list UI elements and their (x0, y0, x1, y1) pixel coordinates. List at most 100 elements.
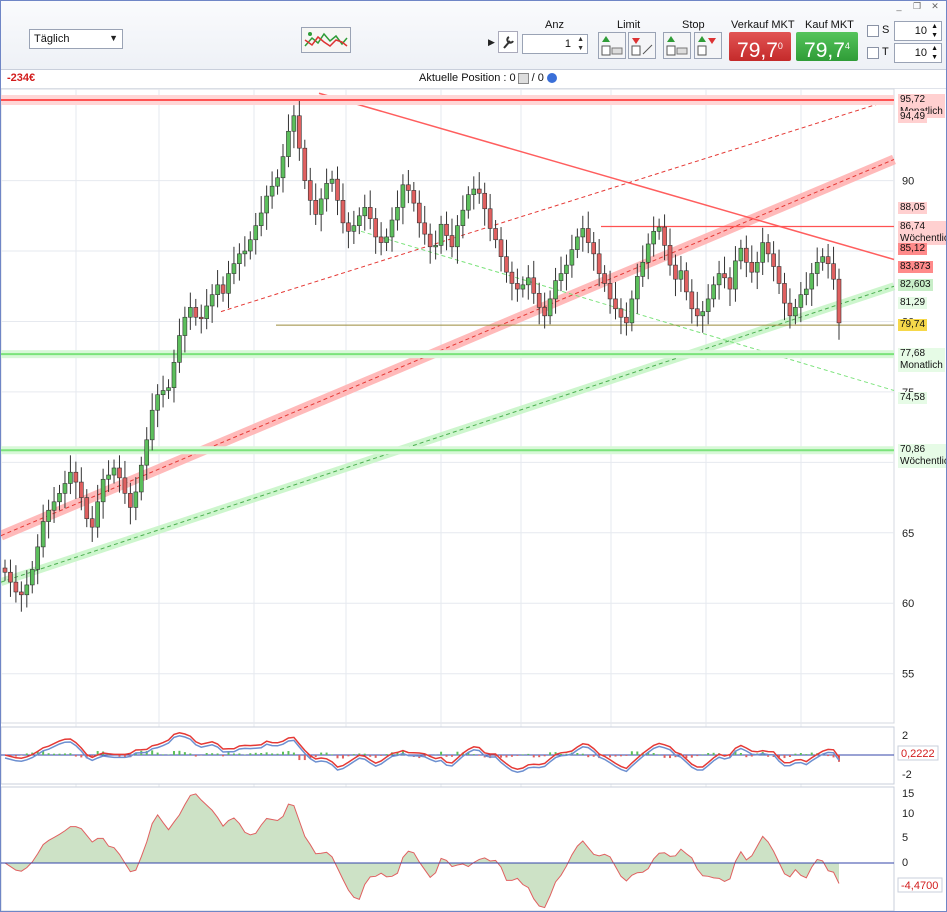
candle-up (111, 467, 117, 476)
spin-arrows-icon[interactable]: ▲ ▼ (931, 23, 938, 39)
channel-line-lower (1, 285, 895, 583)
candle-up (324, 183, 329, 200)
window-controls: _ ❐ ✕ (894, 1, 940, 13)
candle-up (395, 207, 400, 221)
level-tag: 79,74 (898, 319, 928, 332)
wrench-icon (503, 36, 514, 49)
candle-up (57, 493, 62, 503)
channel-line-upper (1, 158, 895, 537)
macd-histogram-bar (331, 754, 334, 755)
candle-up (35, 546, 41, 570)
macd-histogram-bar (282, 751, 284, 755)
candle-down (444, 223, 449, 236)
level-value: 82,603 (900, 278, 931, 290)
candle-down (722, 273, 727, 279)
candle-up (738, 247, 744, 262)
sell-market-button[interactable]: 79,70 (729, 32, 791, 62)
candle-up (575, 236, 580, 250)
macd-histogram-bar (788, 755, 791, 757)
macd-histogram-bar (750, 755, 753, 757)
close-icon[interactable]: ✕ (931, 1, 939, 11)
spin-arrows-icon[interactable]: ▲ ▼ (931, 45, 938, 61)
candle-up (280, 156, 286, 179)
candle-down (493, 228, 498, 241)
macd-histogram-bar (500, 755, 503, 758)
limit-label: Limit (617, 19, 641, 31)
t-value-stepper[interactable]: 10 ▲ ▼ (894, 43, 942, 63)
macd-histogram-bar (347, 755, 350, 757)
spin-arrows-icon[interactable]: ▲ ▼ (577, 36, 584, 52)
settings-button[interactable] (498, 31, 518, 53)
macd-histogram-bar (685, 755, 688, 759)
macd-histogram-bar (47, 753, 50, 755)
macd-histogram-bar (96, 751, 99, 755)
macd-histogram-bar (543, 755, 546, 757)
expand-arrow-icon[interactable]: ▶ (488, 37, 495, 47)
macd-histogram-bar (810, 752, 813, 755)
position-label: Aktuelle Position : 0 (419, 72, 516, 84)
candle-down (662, 226, 667, 246)
quantity-stepper[interactable]: 1 ▲ ▼ (522, 34, 588, 54)
y-tick-label: 60 (902, 598, 914, 610)
macd-histogram-bar (745, 755, 748, 758)
s-label: S (882, 24, 890, 36)
candle-up (362, 207, 368, 217)
candle-down (19, 591, 24, 596)
macd-histogram-bar (527, 753, 530, 755)
candle-down (122, 477, 128, 494)
position-box-icon[interactable] (517, 72, 529, 84)
candle-up (645, 243, 651, 263)
macd-histogram-bar (510, 755, 513, 757)
t-checkbox[interactable] (867, 47, 879, 59)
oscillator-value: -4,4700 (901, 880, 938, 892)
candle-up (384, 236, 389, 243)
oscillator-tick-label: 15 (902, 788, 914, 800)
level-tag: 83,873 (898, 260, 933, 273)
gear-icon[interactable] (546, 73, 557, 84)
oscillator-tick-label: 5 (902, 832, 908, 844)
minimize-icon[interactable]: _ (896, 1, 902, 11)
limit-buy-icon (601, 36, 623, 56)
candle-down (73, 471, 79, 483)
macd-histogram-bar (162, 754, 165, 755)
chart-indicators-button[interactable] (301, 27, 351, 53)
stop-buy-button[interactable] (663, 32, 691, 59)
candle-up (209, 294, 215, 307)
candle-down (613, 298, 618, 310)
candle-down (771, 253, 776, 267)
candle-up (258, 212, 264, 226)
candle-up (253, 225, 259, 241)
timeframe-select[interactable]: Täglich ▼ (29, 29, 123, 49)
candle-up (716, 273, 722, 286)
candle-up (188, 307, 193, 318)
macd-histogram-bar (352, 754, 355, 755)
candle-down (694, 308, 700, 317)
candle-down (307, 180, 313, 201)
s-checkbox[interactable] (867, 25, 879, 37)
macd-histogram-bar (211, 753, 214, 755)
oscillator-tick-label: 0 (902, 857, 908, 869)
limit-sell-icon (631, 38, 653, 56)
s-value-stepper[interactable]: 10 ▲ ▼ (894, 21, 942, 41)
candle-up (711, 284, 716, 300)
candle-down (422, 222, 428, 235)
candle-up (460, 209, 466, 226)
level-value: 95,72 (900, 93, 926, 105)
timeframe-value: Täglich (34, 33, 70, 45)
macd-histogram-bar (69, 753, 72, 755)
limit-buy-button[interactable] (598, 32, 626, 59)
level-tag: 82,603 (898, 278, 933, 291)
qty-label: Anz (545, 19, 564, 31)
candle-up (798, 294, 804, 308)
limit-sell-button[interactable] (628, 32, 656, 59)
stop-sell-button[interactable] (694, 32, 722, 59)
candle-up (640, 261, 646, 277)
restore-icon[interactable]: ❐ (912, 1, 922, 11)
candle-up (247, 239, 253, 252)
macd-histogram-bar (53, 753, 56, 755)
buy-market-button[interactable]: 79,74 (796, 32, 858, 62)
macd-histogram-bar (260, 753, 263, 755)
candle-up (455, 225, 460, 248)
